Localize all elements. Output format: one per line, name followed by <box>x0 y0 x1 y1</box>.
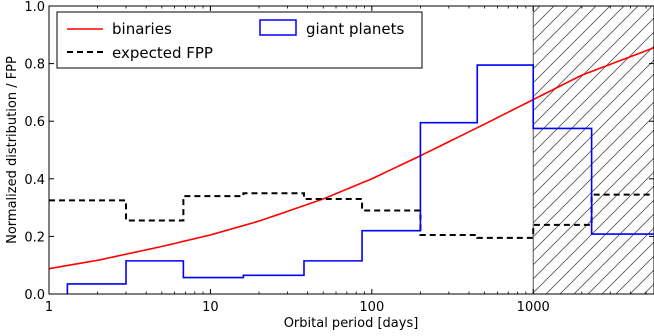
histogram-bin <box>67 284 126 294</box>
legend-label-binaries: binaries <box>112 20 172 38</box>
histogram-bin <box>304 261 362 294</box>
y-tick-label: 0.2 <box>24 230 45 245</box>
plot-area-frame <box>48 5 654 295</box>
histogram-bin <box>477 65 533 294</box>
y-axis-label: Normalized distribution / FPP <box>5 56 20 244</box>
histogram-bin <box>533 128 591 294</box>
histogram-bin <box>126 261 183 294</box>
legend-box <box>56 11 423 69</box>
x-tick-label: 10 <box>202 300 219 315</box>
legend-label-expected-fpp: expected FPP <box>112 44 213 62</box>
hatched-region <box>533 6 654 294</box>
histogram-bin <box>362 231 420 294</box>
y-tick-label: 0.8 <box>24 58 45 73</box>
x-tick-label: 100 <box>359 300 384 315</box>
series-line-binaries <box>49 47 654 270</box>
histogram-bin <box>243 275 304 294</box>
y-tick-label: 1.0 <box>24 0 45 15</box>
legend: binaries expected FPP giant planets <box>56 11 423 69</box>
histogram-bin <box>420 123 477 294</box>
series-histogram-giant_planets <box>66 64 654 294</box>
legend-swatch-giant-planets <box>259 19 297 36</box>
y-tick-label: 0.4 <box>24 173 45 188</box>
legend-label-giant-planets: giant planets <box>306 20 405 38</box>
histogram-bin <box>183 278 243 294</box>
series-step-expected_fpp <box>49 192 654 239</box>
x-tick-label: 1 <box>45 300 53 315</box>
x-tick-label: 1000 <box>517 300 550 315</box>
y-tick-label: 0.6 <box>24 115 45 130</box>
histogram-bin <box>592 234 654 294</box>
y-tick-label: 0.0 <box>24 288 45 303</box>
x-axis-label: Orbital period [days] <box>284 316 419 331</box>
x-minor-ticks <box>97 6 647 294</box>
